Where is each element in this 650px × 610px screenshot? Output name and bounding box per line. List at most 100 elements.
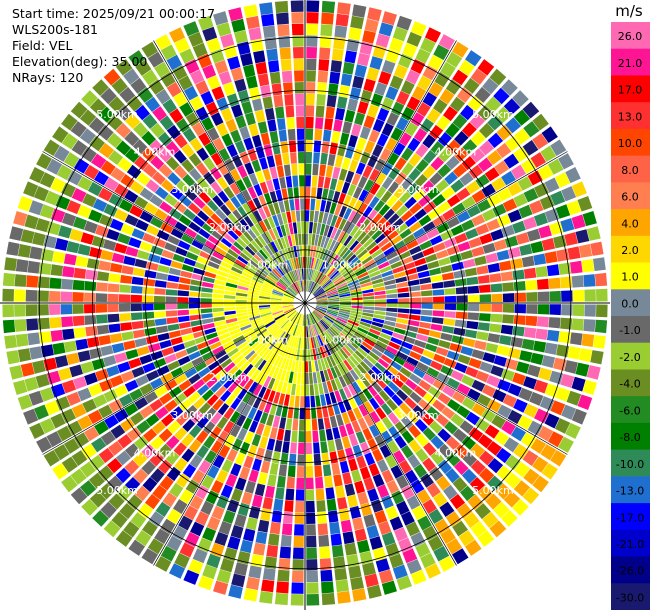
velocity-gate [249, 337, 260, 347]
velocity-gate [248, 312, 260, 318]
velocity-gate [119, 86, 136, 103]
velocity-gate [35, 373, 50, 388]
velocity-gate [361, 255, 373, 265]
velocity-gate [196, 256, 209, 265]
velocity-gate [9, 365, 24, 380]
velocity-gate [134, 485, 150, 502]
velocity-gate [430, 274, 443, 283]
velocity-gate [29, 246, 43, 260]
velocity-gate [477, 105, 494, 121]
velocity-gate [421, 180, 434, 194]
velocity-gate [320, 199, 327, 212]
velocity-gate [206, 394, 219, 407]
velocity-gate [206, 516, 221, 531]
velocity-gate [450, 370, 464, 382]
velocity-gate [181, 433, 195, 447]
velocity-gate [299, 245, 303, 257]
velocity-gate [349, 87, 362, 101]
velocity-gate [439, 501, 455, 517]
velocity-gate [298, 268, 302, 281]
velocity-gate [294, 360, 299, 373]
velocity-gate [341, 412, 351, 425]
velocity-gate [429, 420, 443, 434]
velocity-gate [544, 251, 558, 264]
velocity-gate [316, 296, 328, 300]
velocity-gate [293, 282, 300, 293]
velocity-gate [493, 87, 510, 105]
velocity-gate [141, 460, 156, 476]
velocity-gate [173, 392, 187, 405]
velocity-gate [250, 369, 261, 381]
velocity-gate [84, 281, 97, 291]
velocity-gate [315, 294, 327, 300]
velocity-gate [334, 320, 345, 328]
velocity-gate [341, 266, 352, 276]
velocity-gate [333, 474, 343, 487]
velocity-gate [356, 455, 367, 469]
velocity-gate [273, 355, 281, 367]
velocity-gate [468, 164, 484, 179]
velocity-gate [491, 177, 506, 192]
velocity-gate [360, 281, 373, 288]
velocity-gate [369, 328, 381, 336]
velocity-gate [342, 328, 354, 337]
velocity-gate [529, 200, 544, 215]
velocity-gate [224, 314, 237, 320]
velocity-gate [334, 377, 343, 390]
velocity-gate [251, 494, 263, 508]
velocity-gate [167, 360, 181, 371]
velocity-gate [258, 207, 267, 220]
velocity-gate [467, 95, 483, 112]
velocity-gate [399, 402, 412, 415]
velocity-gate [188, 153, 202, 167]
velocity-gate [235, 303, 247, 307]
velocity-gate [130, 303, 142, 312]
azimuth-spoke [304, 40, 457, 304]
velocity-gate [50, 413, 66, 429]
velocity-gate [230, 351, 242, 361]
velocity-gate [273, 202, 281, 215]
velocity-gate [334, 243, 343, 254]
velocity-gate [114, 408, 129, 423]
velocity-gate [422, 134, 436, 149]
velocity-gate [124, 148, 140, 163]
velocity-gate [263, 144, 273, 157]
velocity-gate [347, 494, 359, 508]
velocity-gate [215, 385, 227, 398]
velocity-gate [306, 268, 309, 280]
velocity-gate [415, 159, 429, 173]
velocity-gate [26, 318, 39, 331]
velocity-gate [584, 304, 596, 317]
velocity-gate [258, 305, 271, 308]
velocity-gate [282, 305, 294, 309]
velocity-gate [193, 196, 206, 209]
velocity-gate [381, 416, 394, 430]
velocity-gate [130, 512, 147, 529]
velocity-gate [337, 286, 349, 292]
velocity-gate [287, 128, 296, 141]
velocity-gate [95, 368, 109, 382]
velocity-gate [440, 229, 454, 241]
velocity-gate [465, 539, 482, 556]
velocity-gate [386, 303, 398, 308]
velocity-gate [300, 396, 305, 408]
velocity-gate [350, 259, 361, 269]
velocity-gate [220, 33, 235, 48]
velocity-gate [100, 160, 116, 175]
velocity-gate [174, 373, 188, 385]
velocity-gate [323, 224, 330, 237]
velocity-gate [497, 404, 512, 419]
velocity-gate [222, 510, 236, 524]
velocity-gate [479, 450, 495, 466]
velocity-gate [227, 536, 241, 550]
velocity-gate [174, 165, 188, 179]
velocity-gate [114, 208, 128, 222]
velocity-gate [523, 188, 539, 203]
velocity-gate [348, 317, 360, 324]
range-ring-label: 3.00km [397, 183, 439, 196]
velocity-gate [245, 332, 256, 341]
velocity-gate [244, 215, 254, 228]
velocity-gate [422, 525, 438, 541]
velocity-gate [375, 257, 388, 266]
velocity-gate [247, 310, 260, 315]
